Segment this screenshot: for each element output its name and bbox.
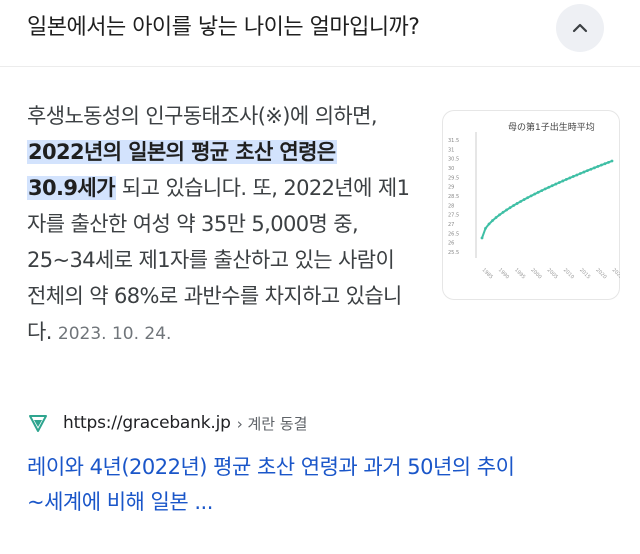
snippet-text-after: 되고 있습니다. 또, 2022년에 제1자를 출산한 여성 약 35만 5,0… — [27, 176, 410, 344]
thumbnail-point — [564, 178, 568, 181]
result-title-line1[interactable]: 레이와 4년(2022년) 평균 초산 연령과 과거 50년의 추이 — [27, 455, 515, 479]
thumbnail-y-tick: 30.5 — [448, 157, 459, 163]
thumbnail-point — [575, 173, 579, 177]
thumbnail-point — [607, 160, 610, 164]
snippet-text-before: 후생노동성의 인구동태조사(※)에 의하면, — [27, 104, 378, 128]
thumbnail-point — [512, 204, 516, 207]
source-url[interactable]: https://gracebank.jp — [63, 413, 231, 433]
thumbnail-point — [603, 162, 607, 166]
snippet-highlight-value: 30.9세가 — [27, 176, 116, 200]
thumbnail-x-tick: 2010 — [562, 267, 575, 280]
thumbnail-point — [491, 219, 494, 222]
thumbnail-x-tick: 1985 — [481, 267, 494, 280]
thumbnail-y-tick: 29.5 — [448, 175, 459, 181]
thumbnail-y-tick: 29 — [448, 185, 454, 191]
thumbnail-y-tick: 30 — [448, 166, 454, 172]
thumbnail-point — [508, 206, 512, 210]
thumbnail-point — [505, 208, 508, 212]
gracebank-logo-icon — [27, 412, 49, 434]
thumbnail-point — [484, 226, 487, 230]
chart-thumbnail-image: 母の第1子出生時平均 31.5 31 30.5 30 29.5 29 28.5 28 27.5 2… — [448, 121, 620, 280]
thumbnail-y-tick: 28 — [448, 203, 454, 209]
chevron-up-icon — [572, 23, 588, 33]
thumbnail-title: 母の第1子出生時平均 — [508, 121, 595, 133]
divider — [0, 66, 640, 67]
source-breadcrumb: › 계란 동결 — [236, 414, 308, 433]
thumbnail-y-tick: 31.5 — [448, 138, 459, 144]
thumbnail-x-tick: 2020 — [594, 267, 607, 280]
snippet-date: 2023. 10. 24. — [57, 324, 172, 344]
thumbnail-point — [480, 236, 484, 240]
thumbnail-y-tick: 26 — [448, 241, 454, 247]
thumbnail-point — [561, 179, 565, 183]
thumbnail-point — [498, 213, 501, 217]
thumbnail-y-tick: 28.5 — [448, 194, 459, 200]
thumbnail-point — [550, 184, 554, 188]
thumbnail-point — [568, 176, 572, 180]
thumbnail-point — [536, 190, 540, 194]
result-title-line2[interactable]: ~세계에 비해 일본 ... — [27, 490, 213, 514]
thumbnail-x-tick: 2022 — [611, 267, 620, 280]
snippet-highlight: 2022년의 일본의 평균 초산 연령은 — [27, 140, 337, 164]
thumbnail-x-tick: 1995 — [513, 267, 526, 280]
thumbnail-point — [487, 222, 491, 226]
thumbnail-point — [515, 202, 519, 205]
thumbnail-y-tick: 25.5 — [448, 250, 459, 256]
thumbnail-point — [557, 181, 561, 184]
thumbnail-x-tick: 2005 — [546, 267, 559, 280]
result-title-link[interactable]: 레이와 4년(2022년) 평균 초산 연령과 과거 50년의 추이 ~세계에 … — [27, 450, 627, 520]
thumbnail-y-tick: 27.5 — [448, 213, 459, 219]
thumbnail-point — [571, 175, 575, 178]
thumbnail-point — [578, 172, 582, 175]
collapse-button[interactable] — [556, 4, 604, 52]
thumbnail-point — [522, 198, 526, 201]
thumbnail-point — [494, 216, 498, 219]
chart-thumbnail[interactable]: 母の第1子出生時平均 31.5 31 30.5 30 29.5 29 28.5 28 27.5 2… — [442, 110, 620, 300]
thumbnail-point — [600, 163, 603, 167]
thumbnail-point — [533, 192, 537, 196]
thumbnail-point — [543, 187, 547, 191]
source-link[interactable]: https://gracebank.jp › 계란 동결 — [27, 408, 307, 438]
thumbnail-point — [529, 194, 533, 198]
thumbnail-y-tick: 31 — [448, 147, 454, 153]
thumbnail-y-tick: 26.5 — [448, 231, 459, 237]
thumbnail-point — [540, 189, 544, 193]
thumbnail-point — [586, 169, 589, 173]
thumbnail-point — [593, 166, 596, 170]
thumbnail-point — [582, 170, 586, 174]
thumbnail-point — [554, 182, 558, 186]
thumbnail-x-tick: 1990 — [497, 267, 510, 280]
answer-snippet: 후생노동성의 인구동태조사(※)에 의하면, 2022년의 일본의 평균 초산 … — [27, 98, 619, 352]
thumbnail-point — [589, 167, 593, 171]
thumbnail-series-line — [481, 160, 613, 239]
thumbnail-point — [526, 196, 530, 200]
thumbnail-y-tick: 27 — [448, 222, 454, 228]
thumbnail-point — [596, 165, 600, 168]
thumbnail-x-tick: 2015 — [578, 267, 591, 280]
thumbnail-point — [519, 200, 523, 203]
thumbnail-point — [610, 159, 614, 163]
thumbnail-point — [547, 185, 551, 189]
thumbnail-point — [501, 210, 505, 214]
question-title[interactable]: 일본에서는 아이를 낳는 나이는 얼마입니까? — [27, 15, 420, 40]
thumbnail-x-tick: 2000 — [529, 267, 542, 280]
